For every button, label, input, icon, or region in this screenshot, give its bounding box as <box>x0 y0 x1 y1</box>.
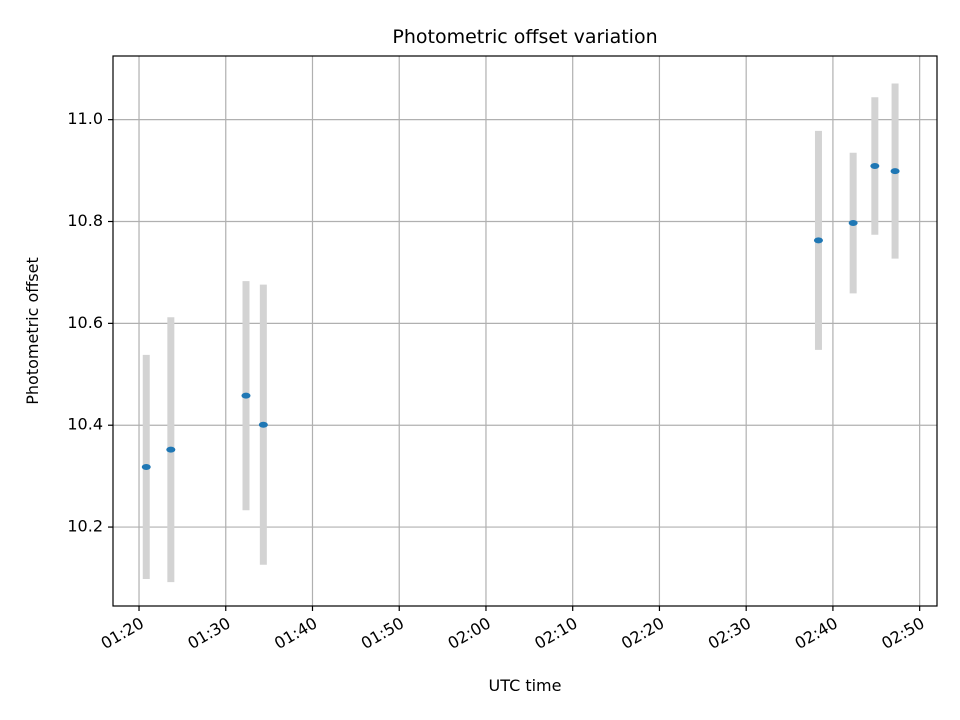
chart-title: Photometric offset variation <box>392 26 657 48</box>
y-tick-label: 10.6 <box>67 313 103 332</box>
data-point <box>141 463 151 470</box>
y-tick-label: 10.2 <box>67 517 103 536</box>
grid <box>113 56 937 606</box>
data-point <box>848 220 858 227</box>
data-point <box>890 168 900 175</box>
y-tick-label: 10.4 <box>67 415 103 434</box>
data-point <box>258 421 268 428</box>
data-point <box>166 446 176 453</box>
y-tick-label: 11.0 <box>67 109 103 128</box>
x-axis-label: UTC time <box>489 676 562 695</box>
data-point <box>813 237 823 244</box>
data-points <box>141 163 900 470</box>
y-axis-label: Photometric offset <box>23 257 42 405</box>
y-tick-label: 10.8 <box>67 211 103 230</box>
data-point <box>241 392 251 399</box>
plot-frame <box>112 55 938 607</box>
data-point <box>870 163 880 169</box>
